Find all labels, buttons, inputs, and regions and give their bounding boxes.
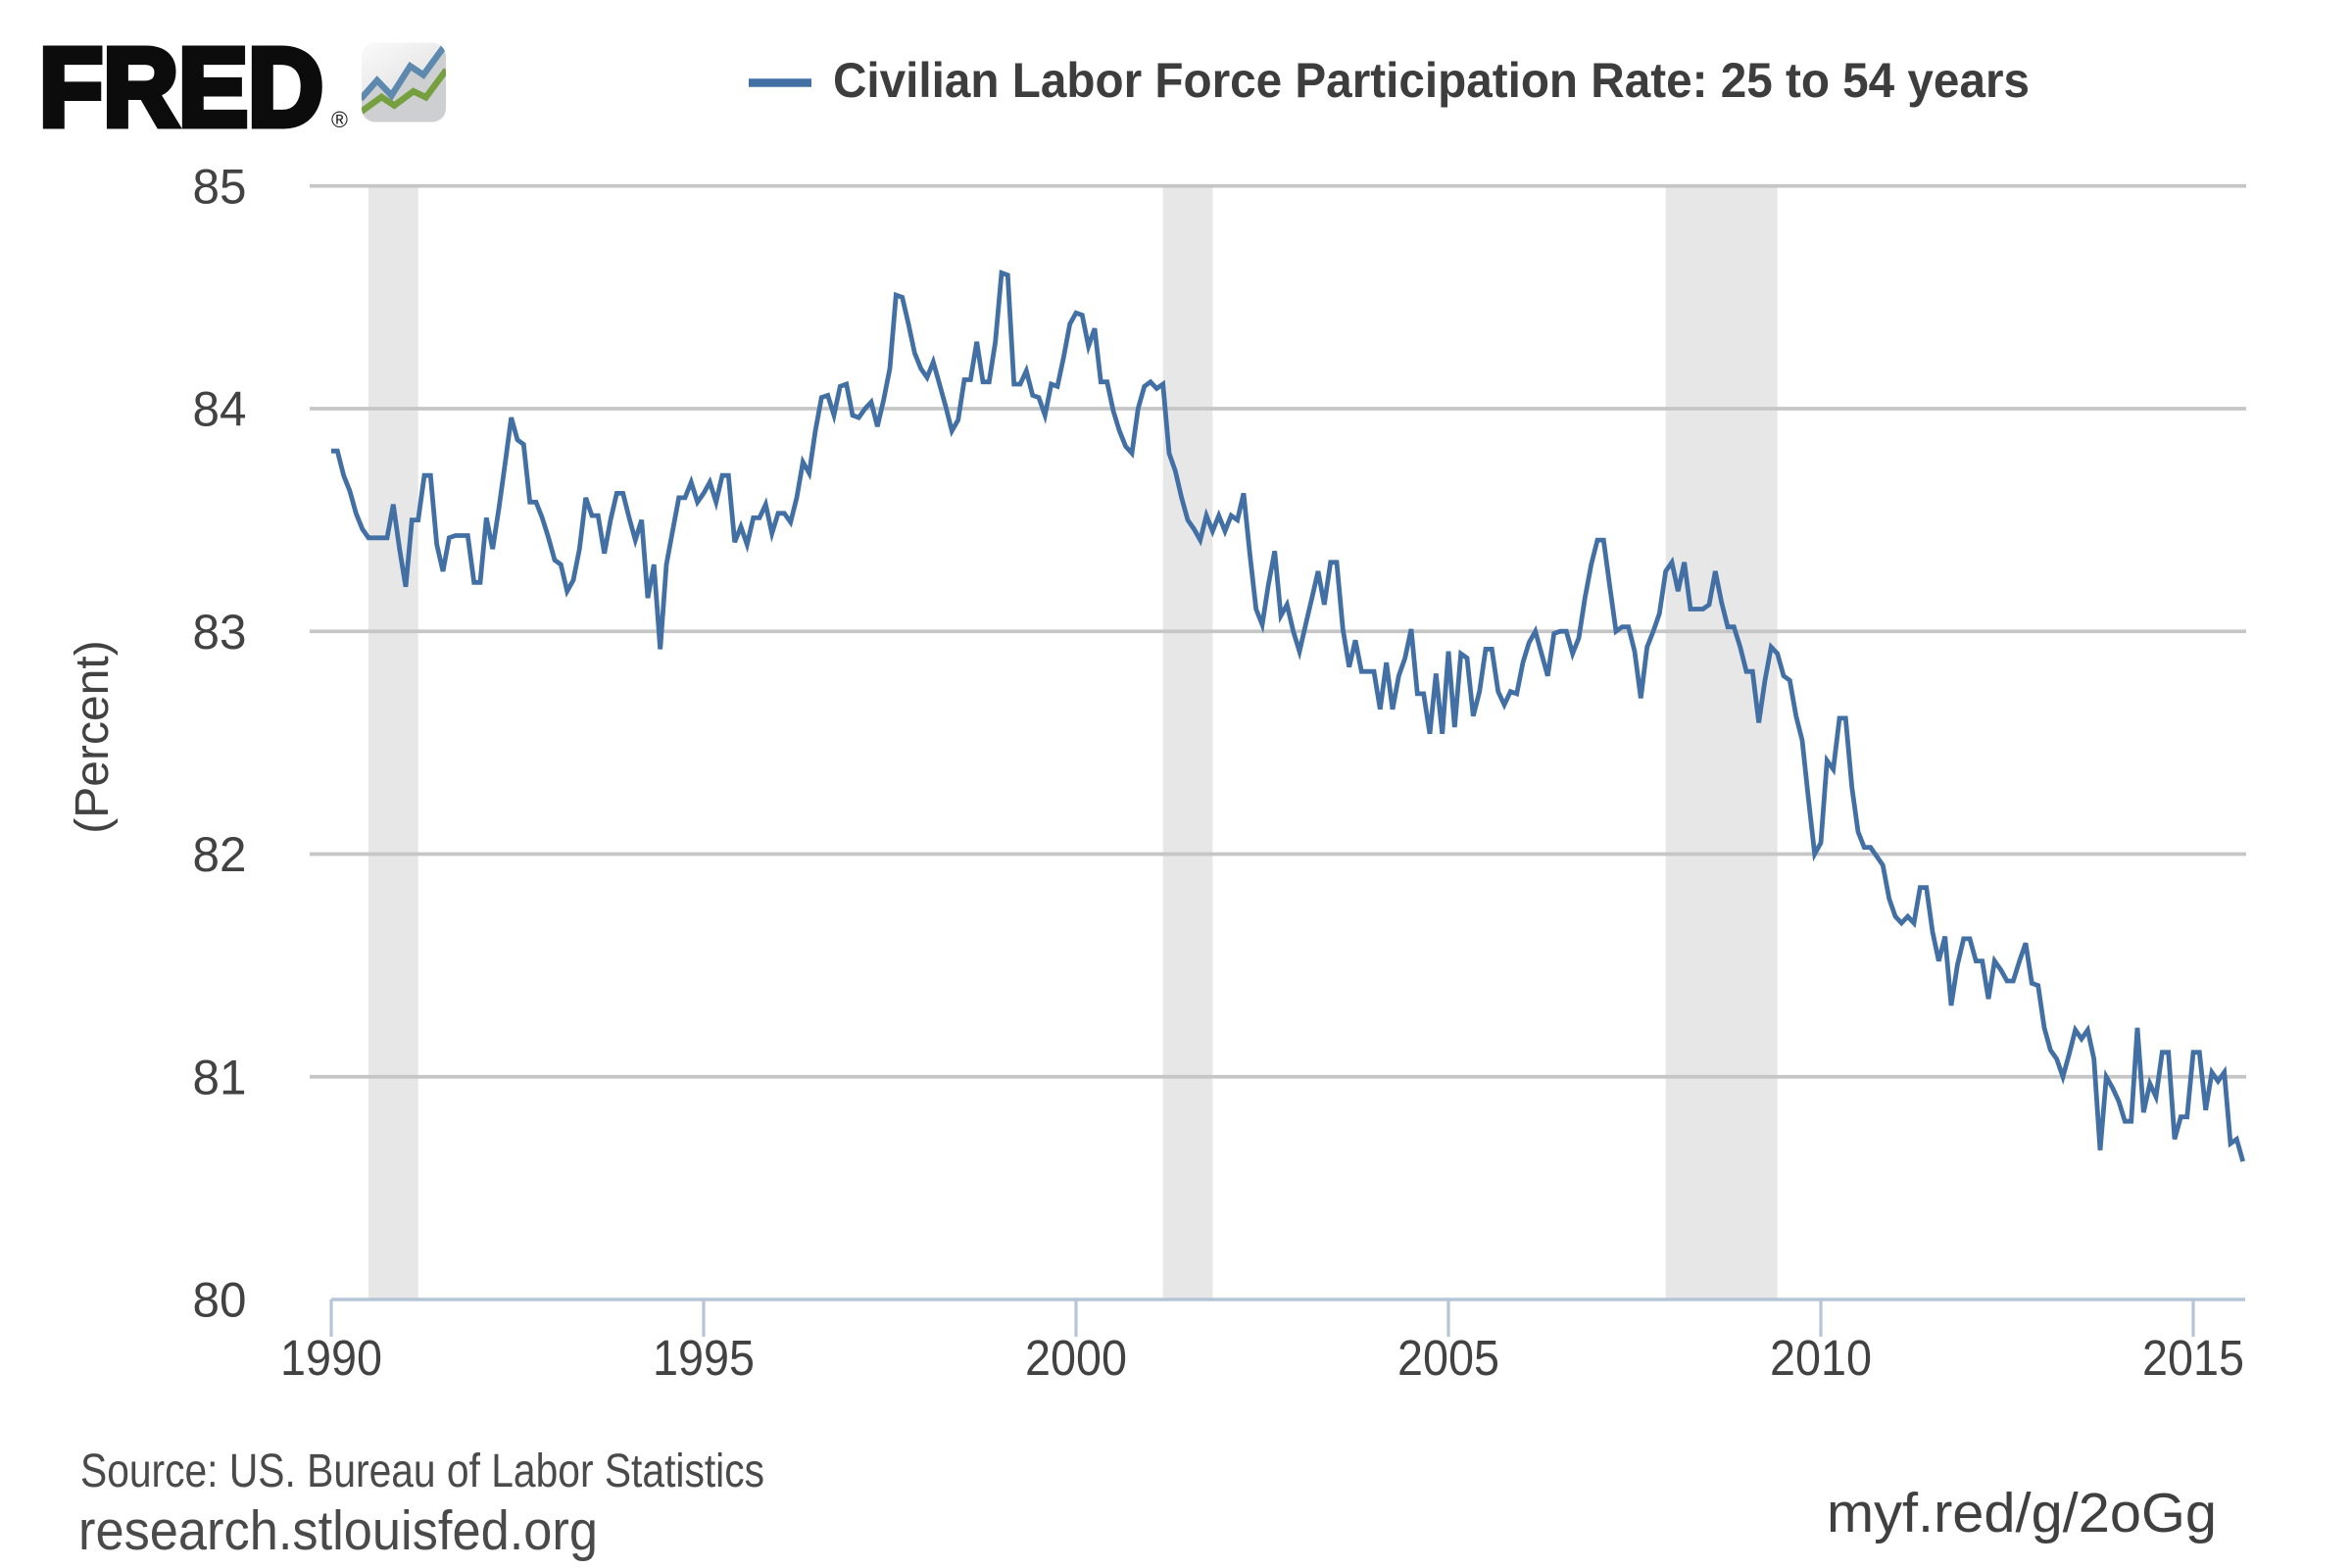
svg-text:2010: 2010	[1770, 1330, 1872, 1386]
svg-text:®: ®	[331, 107, 348, 132]
svg-text:81: 81	[193, 1050, 247, 1104]
svg-text:research.stlouisfed.org: research.stlouisfed.org	[78, 1499, 598, 1562]
svg-text:1990: 1990	[280, 1330, 382, 1386]
svg-text:Source: US. Bureau of Labor St: Source: US. Bureau of Labor Statistics	[80, 1446, 764, 1497]
svg-text:84: 84	[193, 382, 247, 437]
svg-text:2000: 2000	[1025, 1330, 1127, 1386]
svg-text:85: 85	[193, 159, 247, 214]
svg-text:2015: 2015	[2142, 1330, 2244, 1386]
svg-text:(Percent): (Percent)	[67, 640, 119, 833]
svg-text:82: 82	[193, 827, 247, 882]
svg-text:83: 83	[193, 605, 247, 660]
svg-text:FRED: FRED	[39, 25, 323, 149]
svg-text:myf.red/g/2oGg: myf.red/g/2oGg	[1827, 1482, 2217, 1544]
svg-text:2005: 2005	[1397, 1330, 1499, 1386]
svg-text:Civilian Labor Force Participa: Civilian Labor Force Participation Rate:…	[833, 53, 2030, 108]
svg-text:1995: 1995	[653, 1330, 755, 1386]
svg-text:80: 80	[193, 1273, 247, 1328]
